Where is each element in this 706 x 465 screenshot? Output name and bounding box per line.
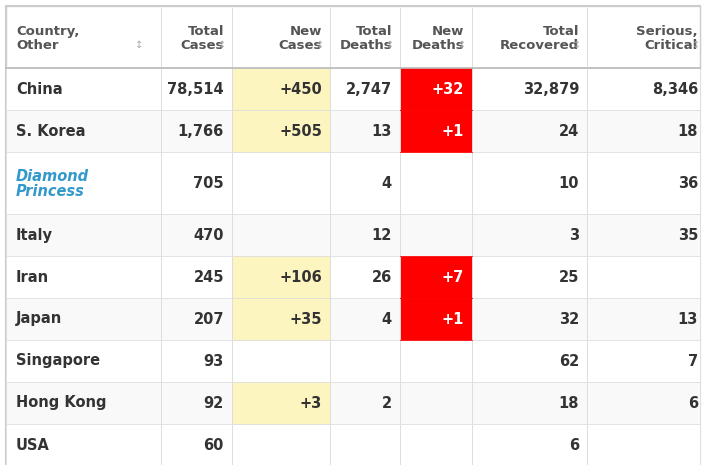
- Text: 92: 92: [204, 396, 224, 411]
- Text: Total: Total: [542, 25, 579, 38]
- Text: S. Korea: S. Korea: [16, 124, 85, 139]
- Text: Cases: Cases: [279, 39, 322, 52]
- Text: Deaths: Deaths: [412, 39, 464, 52]
- Text: ↕: ↕: [458, 40, 466, 50]
- Bar: [232, 256, 330, 298]
- Bar: [6, 256, 700, 298]
- Text: USA: USA: [16, 438, 50, 452]
- Text: 12: 12: [371, 227, 392, 243]
- Bar: [400, 256, 472, 298]
- Text: +106: +106: [280, 270, 322, 285]
- Text: +1: +1: [442, 124, 464, 139]
- Text: +505: +505: [279, 124, 322, 139]
- Text: Japan: Japan: [16, 312, 62, 326]
- Text: Diamond: Diamond: [16, 168, 89, 184]
- Text: 36: 36: [678, 175, 698, 191]
- Text: ↕: ↕: [135, 40, 143, 50]
- Text: 3: 3: [569, 227, 579, 243]
- Bar: [6, 340, 700, 382]
- Text: 6: 6: [569, 438, 579, 452]
- Bar: [6, 214, 700, 256]
- Text: 13: 13: [371, 124, 392, 139]
- Bar: [232, 110, 330, 152]
- Text: Total: Total: [356, 25, 392, 38]
- Text: +3: +3: [300, 396, 322, 411]
- Text: Critical: Critical: [645, 39, 698, 52]
- Text: Princess: Princess: [16, 184, 85, 199]
- Text: ↕: ↕: [316, 40, 324, 50]
- Text: 18: 18: [678, 124, 698, 139]
- Text: Total: Total: [188, 25, 224, 38]
- Text: Recovered: Recovered: [500, 39, 579, 52]
- Text: Serious,: Serious,: [636, 25, 698, 38]
- Bar: [6, 298, 700, 340]
- Text: 2: 2: [382, 396, 392, 411]
- Text: Cases: Cases: [181, 39, 224, 52]
- Text: China: China: [16, 81, 63, 97]
- Bar: [400, 68, 472, 110]
- Text: 2,747: 2,747: [346, 81, 392, 97]
- Text: 18: 18: [558, 396, 579, 411]
- Text: Italy: Italy: [16, 227, 53, 243]
- Text: Hong Kong: Hong Kong: [16, 396, 107, 411]
- Bar: [6, 152, 700, 214]
- Text: 24: 24: [558, 124, 579, 139]
- Text: ↕: ↕: [386, 40, 394, 50]
- Text: 60: 60: [203, 438, 224, 452]
- Bar: [6, 68, 700, 110]
- Text: 10: 10: [558, 175, 579, 191]
- Text: 35: 35: [678, 227, 698, 243]
- Text: +32: +32: [431, 81, 464, 97]
- Text: 25: 25: [558, 270, 579, 285]
- Bar: [6, 424, 700, 465]
- Text: +1: +1: [442, 312, 464, 326]
- Text: 13: 13: [678, 312, 698, 326]
- Bar: [6, 6, 700, 68]
- Text: New: New: [289, 25, 322, 38]
- Bar: [6, 382, 700, 424]
- Text: 245: 245: [193, 270, 224, 285]
- Text: +450: +450: [280, 81, 322, 97]
- Text: +7: +7: [442, 270, 464, 285]
- Text: 8,346: 8,346: [652, 81, 698, 97]
- Bar: [400, 298, 472, 340]
- Text: Other: Other: [16, 39, 59, 52]
- Bar: [232, 382, 330, 424]
- Bar: [400, 110, 472, 152]
- Text: 1,766: 1,766: [178, 124, 224, 139]
- Text: Country,: Country,: [16, 25, 79, 38]
- Text: 470: 470: [193, 227, 224, 243]
- Text: Iran: Iran: [16, 270, 49, 285]
- Text: 7: 7: [688, 353, 698, 368]
- Text: 6: 6: [688, 396, 698, 411]
- Text: 32,879: 32,879: [522, 81, 579, 97]
- Text: 78,514: 78,514: [167, 81, 224, 97]
- Text: 207: 207: [193, 312, 224, 326]
- Text: New: New: [431, 25, 464, 38]
- Text: 62: 62: [558, 353, 579, 368]
- Text: ↕: ↕: [573, 40, 581, 50]
- Text: ↕: ↕: [218, 40, 226, 50]
- Bar: [232, 298, 330, 340]
- Text: 705: 705: [193, 175, 224, 191]
- Text: 93: 93: [204, 353, 224, 368]
- Text: Singapore: Singapore: [16, 353, 100, 368]
- Text: ↕: ↕: [692, 40, 700, 50]
- Text: 4: 4: [382, 312, 392, 326]
- Bar: [6, 110, 700, 152]
- Text: 32: 32: [558, 312, 579, 326]
- Text: Deaths: Deaths: [340, 39, 392, 52]
- Text: 4: 4: [382, 175, 392, 191]
- Text: +35: +35: [289, 312, 322, 326]
- Bar: [232, 68, 330, 110]
- Text: 26: 26: [372, 270, 392, 285]
